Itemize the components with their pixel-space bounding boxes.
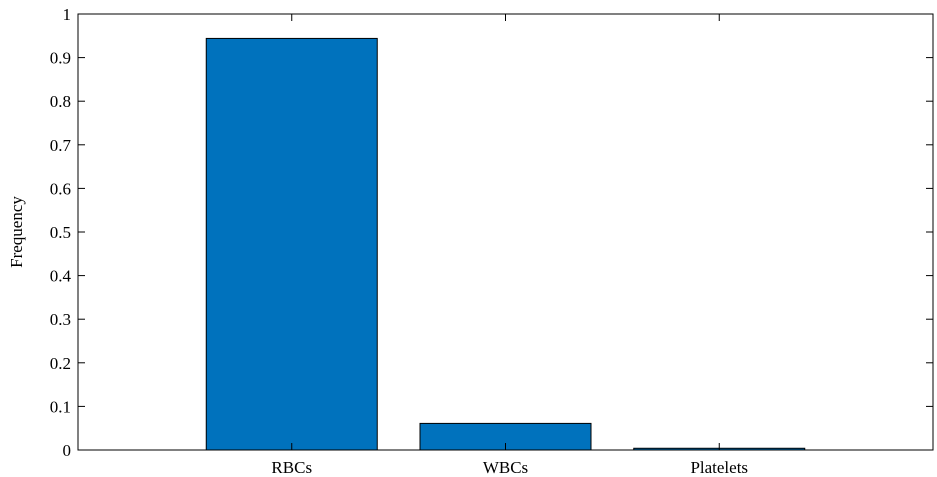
y-tick-label: 0.9 [50,49,71,68]
x-tick-label: RBCs [271,458,312,477]
y-axis-label: Frequency [7,196,26,268]
y-tick-label: 0.7 [50,136,72,155]
y-axis: 0 0.1 0.2 0.3 0.4 0.5 0.6 0.7 0.8 0.9 1 [50,5,933,460]
y-tick-label: 0 [63,441,72,460]
y-tick-label: 0.1 [50,397,71,416]
bar-rbcs [205,37,378,451]
bars [205,37,806,451]
y-tick-label: 0.8 [50,92,71,111]
y-tick-label: 1 [63,5,72,24]
y-tick-label: 0.5 [50,223,71,242]
y-tick-label: 0.3 [50,310,71,329]
y-tick-label: 0.4 [50,267,72,286]
y-tick-label: 0.6 [50,179,71,198]
x-tick-label: WBCs [483,458,528,477]
x-axis: RBCs WBCs Platelets [271,14,748,477]
x-tick-label: Platelets [690,458,748,477]
y-tick-label: 0.2 [50,354,71,373]
